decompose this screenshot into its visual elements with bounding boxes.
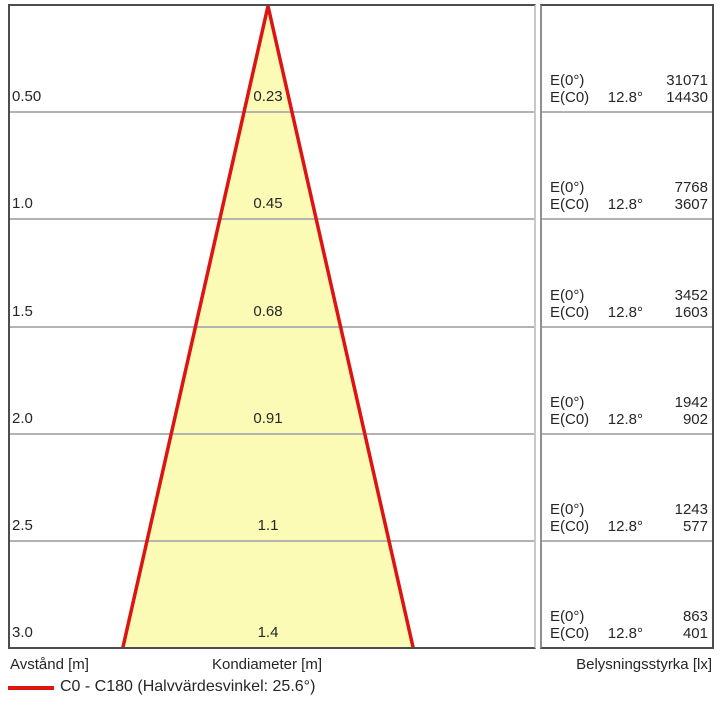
ec0-label: E(C0) [550,196,590,214]
ec0-label: E(C0) [550,625,590,643]
ec0-value: 14430 [666,89,708,107]
ec0-line: E(C0) 12.8° 1603 [550,304,708,321]
ec0-line: E(C0) 12.8° 577 [550,518,708,535]
ec0-line: E(C0) 12.8° 401 [550,625,708,642]
ec0-angle: 12.8° [607,303,643,321]
e0-line: E(0°) 7768 [550,179,708,196]
cone-row: 1.0 0.45 [10,113,534,221]
e0-label: E(0°) [550,286,585,304]
cone-row: 2.5 1.1 [10,435,534,542]
e0-line: E(0°) 1243 [550,501,708,518]
ec0-label: E(C0) [550,410,590,428]
distance-value: 0.50 [12,88,42,106]
ec0-angle: 12.8° [607,517,643,535]
ec0-label: E(C0) [550,89,590,107]
cone-row: 1.5 0.68 [10,220,534,328]
illuminance-block: E(0°) 1942 E(C0) 12.8° 902 [550,394,708,428]
illuminance-panel: E(0°) 31071 E(C0) 12.8° 14430 E(0°) [540,4,714,649]
diameter-value: 1.4 [257,624,279,642]
distance-value: 2.0 [12,409,33,427]
ec0-value: 1603 [674,303,708,321]
illuminance-row: E(0°) 7768 E(C0) 12.8° 3607 [542,113,712,221]
illuminance-block: E(0°) 7768 E(C0) 12.8° 3607 [550,179,708,213]
distance-value: 1.5 [12,302,33,320]
ec0-angle: 12.8° [607,410,643,428]
e0-label: E(0°) [550,608,585,626]
illuminance-rows: E(0°) 31071 E(C0) 12.8° 14430 E(0°) [542,6,712,647]
illuminance-block: E(0°) 31071 E(C0) 12.8° 14430 [550,72,708,106]
diameter-value: 0.68 [253,302,283,320]
diameter-value: 1.1 [257,516,279,534]
diameter-value: 0.23 [253,88,283,106]
illuminance-row: E(0°) 31071 E(C0) 12.8° 14430 [542,6,712,114]
cone-row: 0.50 0.23 [10,6,534,114]
illuminance-block: E(0°) 3452 E(C0) 12.8° 1603 [550,287,708,321]
ec0-angle: 12.8° [607,196,643,214]
ec0-line: E(C0) 12.8° 902 [550,411,708,428]
e0-value: 31071 [666,72,708,90]
illuminance-row: E(0°) 3452 E(C0) 12.8° 1603 [542,220,712,328]
ec0-value: 902 [682,410,708,428]
e0-angle [605,608,643,625]
illuminance-block: E(0°) 1243 E(C0) 12.8° 577 [550,501,708,535]
illuminance-row: E(0°) 1243 E(C0) 12.8° 577 [542,435,712,542]
e0-line: E(0°) 863 [550,608,708,625]
ec0-value: 577 [682,517,708,535]
ec0-angle: 12.8° [607,625,643,643]
ec0-value: 3607 [674,196,708,214]
e0-line: E(0°) 3452 [550,287,708,304]
ec0-value: 401 [682,625,708,643]
axis-label-cone-diameter: Kondiameter [m] [211,656,323,673]
diameter-value: 0.91 [253,409,283,427]
illuminance-block: E(0°) 863 E(C0) 12.8° 401 [550,608,708,642]
distance-value: 2.5 [12,516,33,534]
ec0-angle: 12.8° [607,89,643,107]
e0-angle [605,179,643,196]
legend-label: C0 - C180 (Halvvärdesvinkel: 25.6°) [60,678,316,695]
e0-value: 7768 [674,179,708,197]
e0-value: 1243 [674,500,708,518]
e0-line: E(0°) 31071 [550,72,708,89]
ec0-line: E(C0) 12.8° 3607 [550,196,708,213]
ec0-line: E(C0) 12.8° 14430 [550,89,708,106]
e0-line: E(0°) 1942 [550,394,708,411]
e0-label: E(0°) [550,393,585,411]
axis-label-distance: Avstånd [m] [10,656,89,673]
axis-label-illuminance: Belysningsstyrka [lx] [576,656,712,673]
e0-label: E(0°) [550,72,585,90]
e0-value: 863 [682,608,708,626]
legend-line-swatch [8,686,54,690]
illuminance-row: E(0°) 863 E(C0) 12.8° 401 [542,542,712,647]
legend: C0 - C180 (Halvvärdesvinkel: 25.6°) [8,678,315,696]
cone-row: 3.0 1.4 [10,542,534,647]
ec0-label: E(C0) [550,517,590,535]
e0-angle [605,72,643,89]
e0-value: 1942 [674,393,708,411]
distance-value: 1.0 [12,195,33,213]
e0-label: E(0°) [550,500,585,518]
e0-angle [605,501,643,518]
diameter-value: 0.45 [253,195,283,213]
cone-row: 2.0 0.91 [10,328,534,435]
e0-label: E(0°) [550,179,585,197]
e0-angle [605,287,643,304]
e0-value: 3452 [674,286,708,304]
cone-rows: 0.50 0.23 1.0 0.45 1.5 0.68 2.0 0.91 2.5… [10,6,534,647]
distance-value: 3.0 [12,624,33,642]
illuminance-row: E(0°) 1942 E(C0) 12.8° 902 [542,328,712,435]
e0-angle [605,394,643,411]
ec0-label: E(C0) [550,303,590,321]
cone-panel: 0.50 0.23 1.0 0.45 1.5 0.68 2.0 0.91 2.5… [8,4,536,649]
